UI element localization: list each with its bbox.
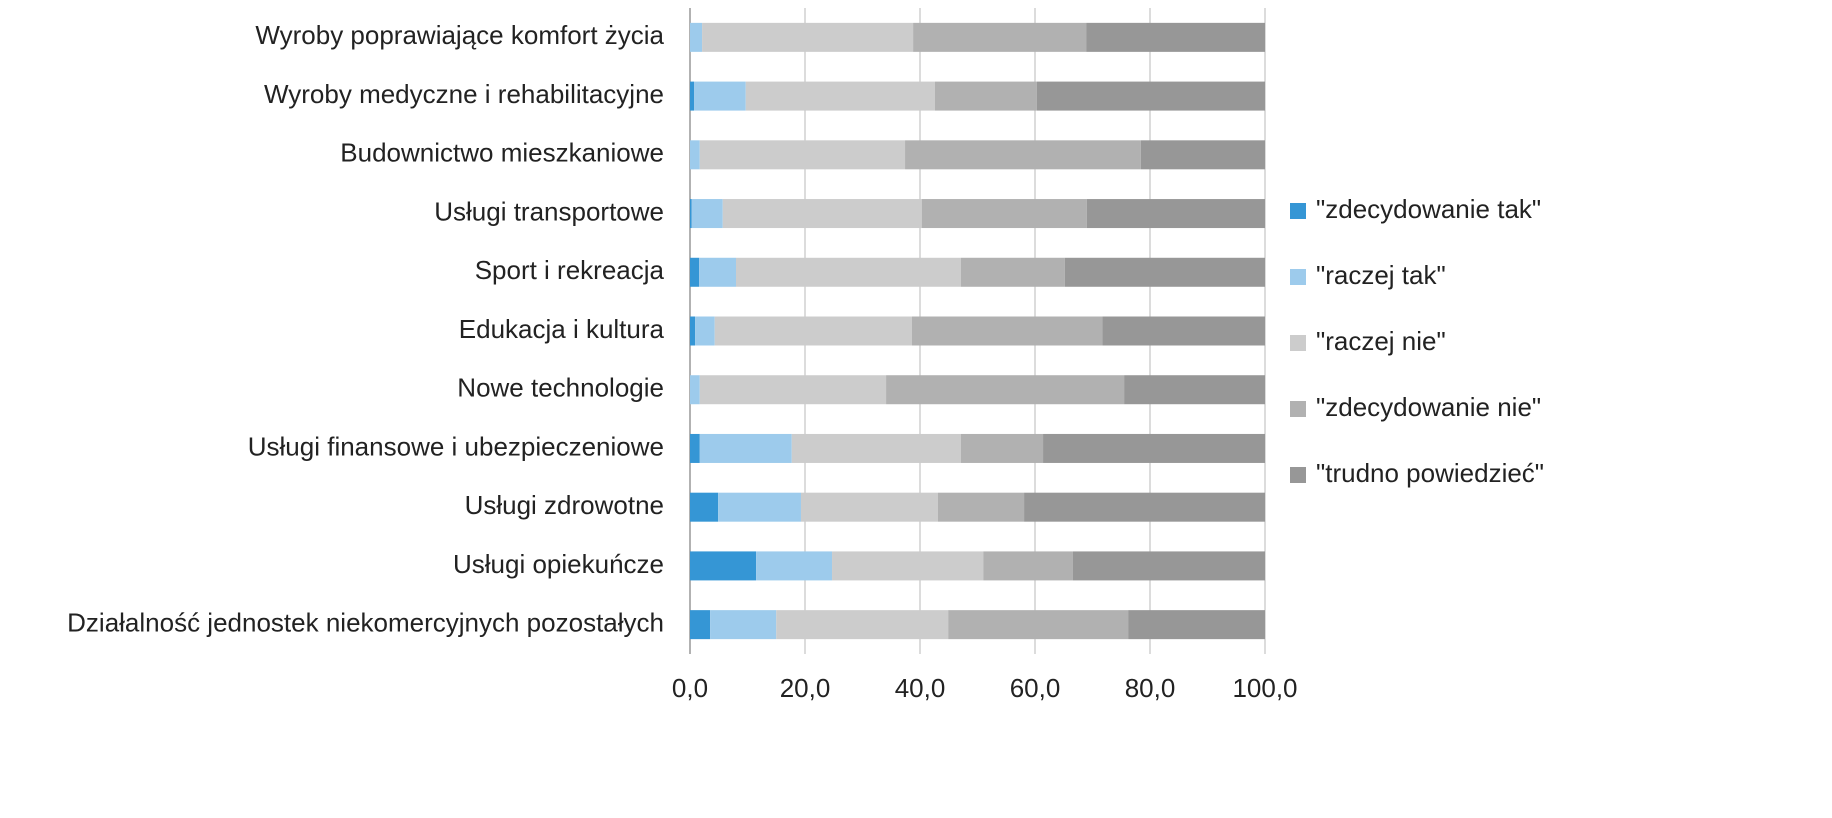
bar-segment [921, 199, 1087, 229]
x-tick-label: 60,0 [1010, 673, 1061, 703]
legend-swatch [1290, 269, 1306, 285]
legend-swatch [1290, 401, 1306, 417]
bar-segment [1124, 375, 1265, 405]
bar-segment [1024, 492, 1265, 522]
x-tick-label: 40,0 [895, 673, 946, 703]
bar-segment [1043, 433, 1265, 463]
y-tick-label: Nowe technologie [457, 373, 664, 403]
bar-segment [718, 492, 801, 522]
legend-label: "raczej tak" [1316, 260, 1446, 290]
bar-segment [714, 316, 912, 346]
bar-segment [1140, 140, 1265, 170]
x-tick-label: 100,0 [1232, 673, 1297, 703]
y-tick-label: Budownictwo mieszkaniowe [340, 138, 664, 168]
y-tick-label: Wyroby medyczne i rehabilitacyjne [264, 79, 664, 109]
y-tick-label: Edukacja i kultura [459, 314, 665, 344]
bar-segment [690, 375, 700, 405]
y-tick-label: Sport i rekreacja [475, 255, 665, 285]
bar-segment [1064, 257, 1265, 287]
bar-segment [934, 81, 1037, 111]
legend-label: "zdecydowanie nie" [1316, 392, 1541, 422]
legend-label: "zdecydowanie tak" [1316, 194, 1541, 224]
bar-segment [913, 22, 1087, 52]
bar-segment [1072, 551, 1265, 581]
bar-segment [736, 257, 961, 287]
bar-segment [690, 433, 700, 463]
bar-segment [960, 257, 1065, 287]
x-tick-label: 0,0 [672, 673, 708, 703]
y-tick-label: Usługi opiekuńcze [453, 549, 664, 579]
bar-segment [800, 492, 938, 522]
bar-segment [960, 433, 1044, 463]
x-tick-label: 80,0 [1125, 673, 1176, 703]
bar-segment [832, 551, 984, 581]
bar-segment [722, 199, 922, 229]
bar-segment [756, 551, 833, 581]
bar-segment [699, 257, 736, 287]
bar-segment [905, 140, 1141, 170]
y-tick-label: Wyroby poprawiające komfort życia [255, 20, 664, 50]
bar-segment [690, 492, 719, 522]
bar-segment [745, 81, 935, 111]
bar-segment [694, 81, 746, 111]
bar-segment [911, 316, 1103, 346]
bar-segment [937, 492, 1025, 522]
y-tick-label: Usługi finansowe i ubezpieczeniowe [248, 431, 664, 461]
bar-segment [699, 375, 887, 405]
bar-segment [695, 316, 715, 346]
bar-segment [690, 257, 700, 287]
bar-segment [691, 199, 723, 229]
bar-segment [1102, 316, 1265, 346]
y-tick-label: Usługi transportowe [434, 196, 664, 226]
bar-segment [1086, 22, 1265, 52]
bar-segment [690, 551, 757, 581]
y-tick-label: Działalność jednostek niekomercyjnych po… [67, 608, 664, 638]
legend-swatch [1290, 467, 1306, 483]
bar-segment [791, 433, 961, 463]
y-tick-label: Usługi zdrowotne [465, 490, 664, 520]
bar-segment [1036, 81, 1265, 111]
bar-segment [690, 610, 711, 640]
bar-segment [776, 610, 949, 640]
bar-segment [690, 81, 695, 111]
bar-segment [948, 610, 1129, 640]
legend-swatch [1290, 203, 1306, 219]
bar-segment [1128, 610, 1265, 640]
bar-segment [702, 22, 914, 52]
bar-segment [690, 316, 696, 346]
bar-segment [710, 610, 777, 640]
x-tick-label: 20,0 [780, 673, 831, 703]
bar-segment [983, 551, 1073, 581]
bar-segment [690, 199, 692, 229]
legend-swatch [1290, 335, 1306, 351]
legend-label: "raczej nie" [1316, 326, 1446, 356]
bar-segment [1086, 199, 1265, 229]
bar-segment [886, 375, 1125, 405]
bar-segment [690, 22, 703, 52]
bar-segment [699, 433, 792, 463]
bar-segment [690, 140, 700, 170]
bar-segment [699, 140, 906, 170]
legend-label: "trudno powiedzieć" [1316, 458, 1544, 488]
